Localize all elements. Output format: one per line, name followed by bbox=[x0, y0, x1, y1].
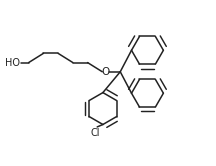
Text: HO: HO bbox=[5, 58, 20, 68]
Text: Cl: Cl bbox=[91, 127, 100, 138]
Text: O: O bbox=[102, 67, 110, 77]
